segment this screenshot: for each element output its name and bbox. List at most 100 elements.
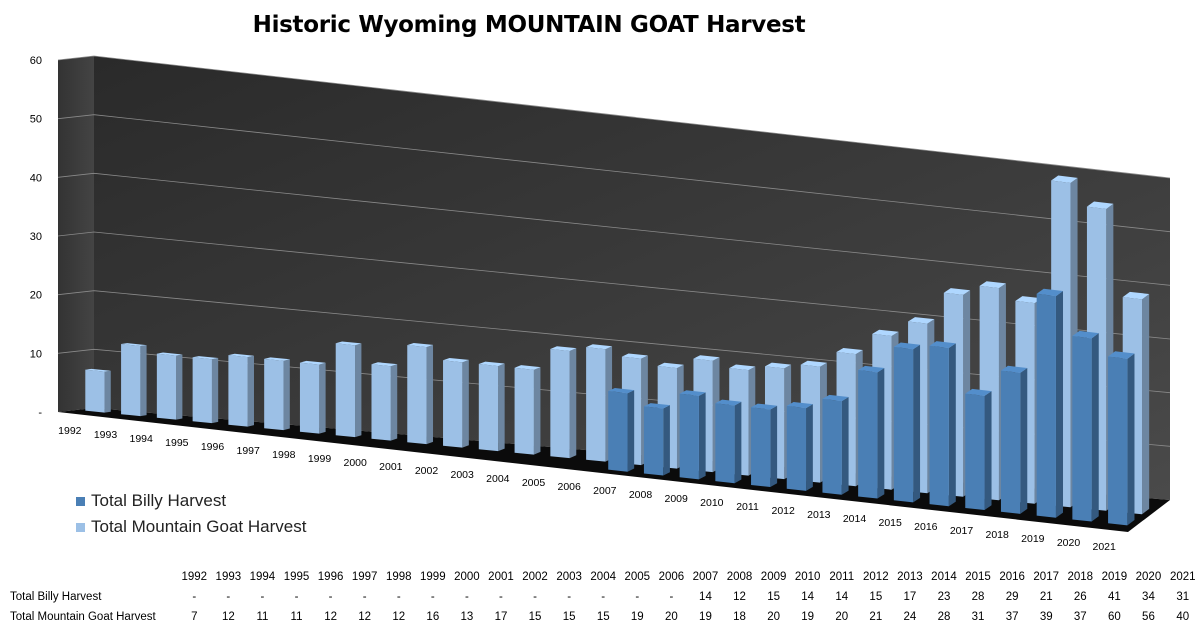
bar-top [979,281,1006,289]
table-cell-goat: 40 [1176,611,1190,623]
table-cell-goat: 19 [699,611,712,623]
bar-top [621,353,648,359]
legend-label-billy: Total Billy Harvest [91,491,227,510]
table-cell-billy: 14 [801,591,815,603]
x-tick-label: 2004 [486,473,510,485]
y-tick-label: 10 [30,348,42,360]
bar-front [822,398,842,495]
bar-top [872,329,899,337]
bar-top [836,347,863,355]
bar-front [228,355,248,427]
table-cell-goat: 16 [426,611,440,623]
bar-billy [1000,365,1028,514]
table-cell-goat: 31 [971,611,985,623]
x-tick-label: 2003 [450,469,474,481]
table-year: 2007 [692,571,719,583]
table-cell-goat: 11 [256,611,269,623]
table-corner [10,567,177,587]
bar-billy [715,399,742,484]
bar-top [156,352,183,356]
bar-side [984,391,992,511]
bar-goat [371,362,398,441]
table-cell-goat: 37 [1005,611,1019,623]
bar-side [319,362,326,434]
table-year: 2003 [556,571,582,583]
table-cell-billy: 28 [971,591,985,603]
table-cell-billy: - [260,591,265,603]
gridline [57,172,1171,286]
bar-front [679,393,699,480]
table-cell-billy: 15 [869,591,883,603]
bar-top [1122,291,1150,300]
bar-front [893,346,914,503]
legend: Total Billy Harvest Total Mountain Goat … [76,488,306,540]
table-year: 1999 [420,571,446,583]
table-cell-goat: 20 [664,611,678,623]
bar-front [1108,356,1128,526]
bar-front [156,353,177,420]
table-cell-goat: 20 [835,611,849,623]
table-cell-goat: 19 [801,611,815,623]
bar-billy [643,403,670,476]
x-tick-label: 2014 [843,513,867,525]
table-cell-goat: 11 [290,611,303,623]
x-tick-label: 2002 [415,465,439,477]
x-tick-label: 2018 [985,529,1009,541]
bar-side [426,344,434,445]
chart-title: Historic Wyoming MOUNTAIN GOAT Harvest [252,12,806,38]
bar-top [586,344,613,350]
legend-swatch-billy [76,496,85,506]
x-tick-label: 2011 [736,501,759,513]
bar-top [751,403,778,410]
x-tick-label: 2015 [878,517,902,529]
table-cell-goat: 24 [903,611,917,623]
x-tick-label: 1996 [201,441,225,453]
table-year: 2011 [829,571,855,583]
y-tick-label: 20 [30,290,42,302]
bar-top [192,356,219,360]
bar-side [498,363,505,452]
bar-front [965,393,985,511]
x-tick-label: 1992 [58,425,82,437]
table-cell-billy: - [499,591,503,603]
table-header-row: 1992 1993 1994 1995 1996 1997 1998 1999 2000 2001… [10,567,1200,587]
bar-top [929,341,956,349]
x-tick-label: 2006 [557,481,581,493]
table-year: 2009 [760,571,787,583]
bar-top [1036,288,1064,297]
table-cell-goat: 37 [1073,611,1087,623]
table-cell-billy: - [362,591,367,603]
x-tick-label: 2005 [522,477,546,489]
legend-label-goat: Total Mountain Goat Harvest [91,517,307,536]
bar-side [698,392,706,480]
bar-goat [264,357,290,431]
bar-side [734,401,742,484]
table-year: 2008 [726,571,753,583]
table-year: 2020 [1135,571,1162,583]
bar-goat [85,368,111,413]
y-tick-label: 30 [30,231,42,243]
table-year: 2005 [624,571,651,583]
bar-goat [192,356,219,424]
table-year: 2000 [454,571,480,583]
bar-front [407,345,427,445]
bar-side [1055,291,1064,518]
bar-billy [1108,351,1135,526]
x-tick-label: 2000 [343,457,367,469]
bar-top [264,357,290,361]
x-tick-label: 2019 [1021,533,1045,545]
x-tick-label: 2017 [950,525,974,537]
table-year: 2014 [931,571,957,583]
table-cell-billy: 29 [1005,591,1019,603]
table-cell-billy: - [328,591,333,603]
table-cell-billy: 17 [903,591,917,603]
table-cell-goat: 12 [392,611,406,623]
x-tick-label: 2001 [379,461,403,473]
bar-front [335,343,356,438]
bar-front [550,348,570,459]
y-tick-label: 50 [30,114,42,126]
bar-front [443,360,463,448]
bar-top [1015,296,1042,304]
bar-front [929,345,949,507]
table-cell-billy: - [396,591,401,603]
